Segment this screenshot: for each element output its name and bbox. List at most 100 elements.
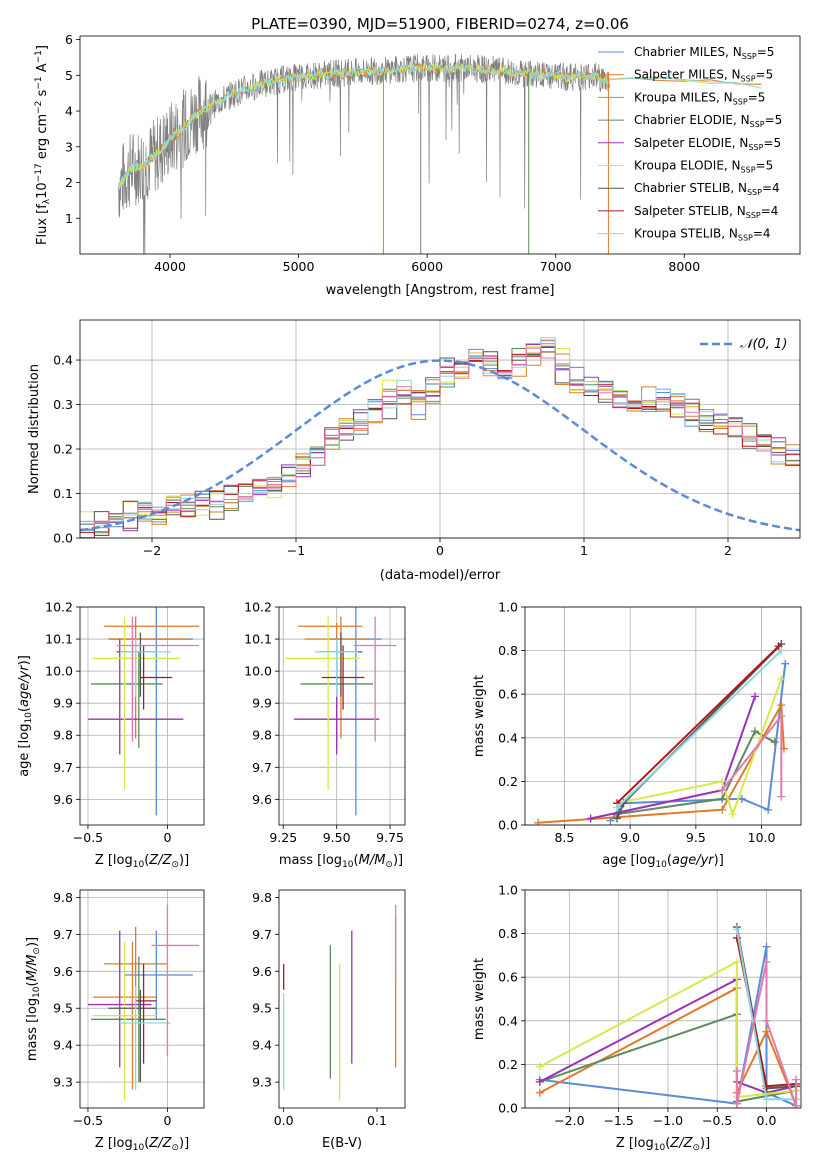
legend-label: Salpeter ELODIE, NSSP=5 [634,136,781,152]
y-tick-label: 9.6 [252,792,272,807]
y-tick-label: 0.2 [498,774,518,789]
weight-marker [535,1077,544,1086]
y-tick-label: 9.6 [252,964,272,979]
x-tick-label: 8.5 [554,830,574,845]
y-tick-label: 0.2 [498,1057,518,1072]
y-tick-label: 6 [65,32,73,47]
weight-marker [777,674,786,683]
y-tick-label: 9.4 [252,1038,272,1053]
weight-marker [732,925,741,934]
x-tick-label: 7000 [540,259,572,274]
y-tick-label: 0.3 [53,397,73,412]
y-tick-label: 9.9 [252,696,272,711]
axes-frame [79,35,801,255]
figure-title: PLATE=0390, MJD=51900, FIBERID=0274, z=0… [251,15,629,33]
legend-label: Salpeter STELIB, NSSP=4 [634,204,778,220]
weight-marker [534,818,543,825]
y-tick-label: 0.8 [498,643,518,658]
x-axis-label: Z [log10(Z/Z⊙)] [95,853,189,870]
y-tick-label: 0.6 [498,687,518,702]
y-axis-label: age [log10(age/yr)] [17,655,34,777]
y-tick-label: 1.0 [498,883,518,898]
x-tick-label: 2 [724,543,732,558]
weight-marker [774,642,783,651]
y-tick-label: 10.2 [244,600,272,615]
legend-label: Chabrier MILES, NSSP=5 [634,45,774,61]
weight-marker [586,814,595,823]
y-axis-label: mass [log10(M/M⊙)] [25,937,42,1061]
axes-spectrum: 4000 5000 6000 7000 8000 1 2 3 4 5 6 [65,32,801,274]
x-axis-label: mass [log10(M/M⊙)] [279,853,403,870]
model-kroupa-stelib [118,62,762,189]
x-tick-label: 6000 [411,259,443,274]
x-tick-label: 8000 [668,259,700,274]
y-tick-label: 9.3 [53,1075,73,1090]
y-tick-label: 0.0 [53,531,73,546]
legend-label: Kroupa MILES, NSSP=5 [634,90,765,106]
weight-marker [762,942,771,951]
x-axis-label: Z [log10(Z/Z⊙)] [616,1136,710,1153]
y-tick-label: 10.1 [244,632,272,647]
x-tick-label: 4000 [154,259,186,274]
axes-weight-vs-Z: −2.0 −1.5 −1.0 −0.5 0.0 0.0 0.2 0.4 0.6 0.8 1.0 [498,883,802,1128]
weight-marker [718,777,727,786]
histogram-step [80,347,800,529]
weight-marker [718,786,727,795]
plot-area [80,337,800,538]
y-tick-label: 0.2 [53,442,73,457]
weight-marker [770,738,779,747]
weight-line [616,649,782,809]
weight-marker [718,805,727,814]
y-tick-label: 2 [65,175,73,190]
weight-marker [762,1027,771,1036]
y-tick-label: 0.4 [498,1013,518,1028]
axes-weight-vs-age: 8.5 9.0 9.5 10.0 0.0 0.2 0.4 0.6 0.8 1.0 [498,600,802,845]
weight-marker [762,957,771,966]
plot-area [283,904,397,1101]
y-tick-label: 9.7 [53,760,73,775]
legend-label: Chabrier STELIB, NSSP=4 [634,181,780,197]
y-tick-label: 10.0 [45,664,73,679]
plot-area [285,607,397,816]
axes-mass-vs-Z: −0.5 0 9.3 9.4 9.5 9.6 9.7 9.8 [53,889,205,1128]
model-kroupa-elodie [118,62,762,189]
y-tick-label: 9.3 [252,1075,272,1090]
y-axis-label: Normed distribution [27,364,42,494]
weight-marker [781,659,790,668]
weight-marker [751,727,759,736]
x-tick-label: 0 [436,543,444,558]
weight-marker [613,814,621,823]
y-tick-label: 9.8 [252,728,272,743]
weight-marker [777,646,786,655]
y-tick-label: 0.0 [498,818,518,833]
y-tick-label: 9.8 [53,890,73,905]
x-tick-label: 0.1 [367,1113,387,1128]
weight-marker [613,803,621,812]
weight-marker [792,1075,801,1084]
weight-marker [762,1016,771,1025]
x-axis-label: (data-model)/error [380,568,501,583]
weight-marker [535,1062,544,1071]
y-tick-label: 3 [65,139,73,154]
histogram-step [80,346,800,536]
x-tick-label: 9.0 [620,830,640,845]
y-tick-label: 9.7 [252,760,272,775]
y-tick-label: 0.0 [498,1101,518,1116]
y-tick-label: 9.6 [53,792,73,807]
axes-frame [278,889,406,1109]
y-tick-label: 0.4 [498,730,518,745]
x-tick-label: 0.0 [274,1113,294,1128]
x-tick-label: −2.0 [554,1113,584,1128]
axes-age-vs-mass: 9.25 9.50 9.75 9.6 9.7 9.8 9.9 10.0 10.1 10.2 [244,600,406,845]
weight-marker [732,957,741,966]
axes-frame [524,889,802,1109]
x-tick-label: 9.75 [376,830,404,845]
plot-area [87,904,200,1101]
weight-line [616,645,780,804]
x-tick-label: 9.5 [686,830,706,845]
y-tick-label: 9.7 [53,927,73,942]
axes-age-vs-Z: −0.5 0 9.6 9.7 9.8 9.9 10.0 10.1 10.2 [45,600,205,845]
plot-area [534,640,790,825]
x-tick-label: −1.0 [653,1113,683,1128]
